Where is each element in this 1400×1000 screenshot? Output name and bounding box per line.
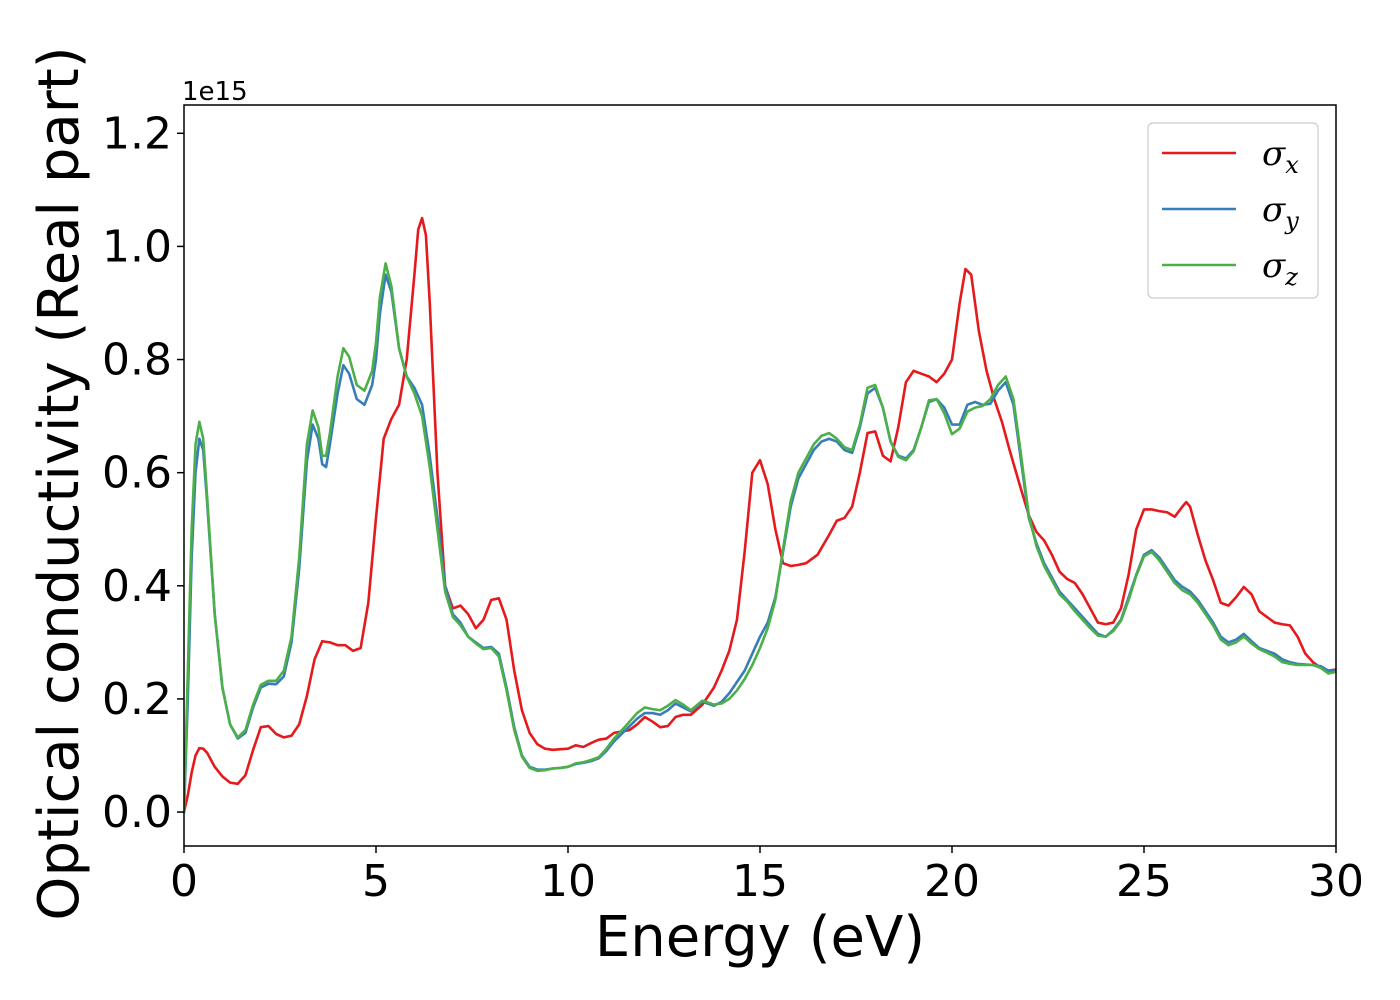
y-tick-label: 0.0	[102, 787, 172, 838]
plot-lines	[184, 216, 1336, 814]
y-tick-label: 1.0	[102, 221, 172, 272]
y-axis: 0.0 0.2 0.4 0.6 0.8 1.0 1.2	[102, 108, 184, 838]
legend: σx σy σz	[1147, 122, 1319, 299]
y-tick-label: 0.8	[102, 335, 172, 386]
x-tick-label: 5	[362, 856, 390, 907]
series-line-z	[184, 262, 1336, 814]
x-axis-label: Energy (eV)	[595, 905, 925, 970]
series-line-x	[184, 216, 1336, 814]
y-offset-text: 1e15	[182, 77, 248, 107]
legend-label-x: σx	[1262, 134, 1299, 179]
legend-label-y: σy	[1262, 190, 1299, 235]
x-tick-label: 20	[924, 856, 980, 907]
y-tick-label: 1.2	[102, 108, 172, 159]
x-tick-label: 15	[732, 856, 788, 907]
legend-box	[1147, 122, 1319, 299]
y-tick-label: 0.2	[102, 674, 172, 725]
series-line-y	[184, 273, 1336, 814]
legend-label-z: σz	[1262, 246, 1298, 291]
x-tick-label: 0	[170, 856, 198, 907]
y-tick-label: 0.4	[102, 561, 172, 612]
x-axis: 0 5 10 15 20 25 30	[170, 846, 1364, 907]
x-tick-label: 30	[1308, 856, 1364, 907]
y-tick-label: 0.6	[102, 448, 172, 499]
x-tick-label: 25	[1116, 856, 1172, 907]
x-tick-label: 10	[540, 856, 596, 907]
y-axis-label: Optical conductivity (Real part)	[27, 46, 92, 920]
